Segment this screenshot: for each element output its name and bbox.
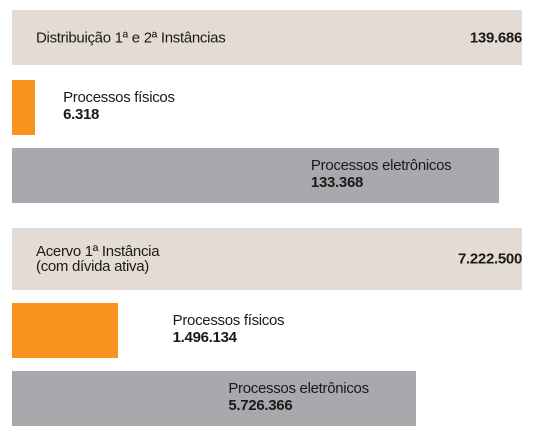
bar-category: Processos eletrônicos <box>310 157 452 174</box>
total-bar <box>12 10 522 65</box>
bar <box>12 80 36 135</box>
bar-category: Processos eletrônicos <box>228 380 369 397</box>
bar <box>12 148 499 203</box>
section-title: Distribuição 1ª e 2ª Instâncias <box>36 29 226 46</box>
section-title: Acervo 1ª Instância (com dívida ativa) <box>36 243 160 275</box>
bar-value-label: 6.318 <box>63 106 100 123</box>
total-bar <box>12 228 522 290</box>
bar-value-label: 5.726.366 <box>228 397 293 414</box>
bar <box>12 303 118 358</box>
bar-category: Processos físicos <box>172 312 285 329</box>
total-label: 7.222.500 <box>457 250 522 268</box>
bar-category: Processos físicos <box>63 89 175 106</box>
bar-value-label: 133.368 <box>310 174 364 191</box>
total-label: 139.686 <box>469 29 522 46</box>
bar-value-label: 1.496.134 <box>172 329 237 346</box>
bar <box>12 371 417 426</box>
